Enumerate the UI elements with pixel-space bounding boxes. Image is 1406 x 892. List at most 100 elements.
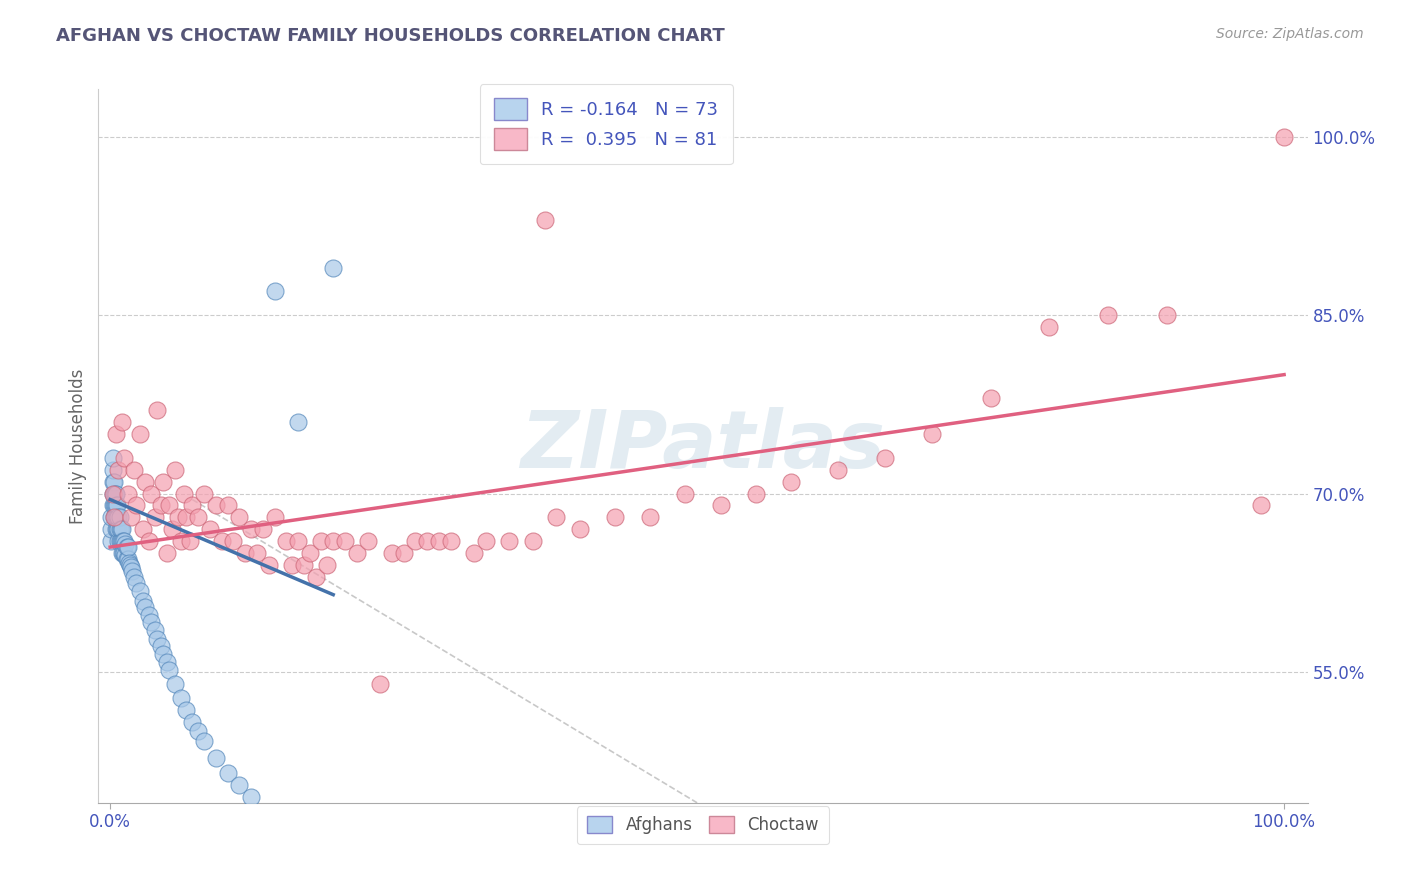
Point: [240, 789, 263, 804]
Point: [281, 558, 304, 572]
Point: [120, 558, 142, 572]
Point: [298, 546, 321, 560]
Point: [152, 475, 174, 489]
Point: [222, 534, 245, 549]
Point: [404, 534, 426, 549]
Point: [120, 510, 142, 524]
Point: [287, 534, 309, 549]
Point: [117, 486, 139, 500]
Text: AFGHAN VS CHOCTAW FAMILY HOUSEHOLDS CORRELATION CHART: AFGHAN VS CHOCTAW FAMILY HOUSEHOLDS CORR…: [56, 27, 725, 45]
Point: [276, 534, 298, 549]
Point: [322, 534, 344, 549]
Point: [1038, 320, 1060, 334]
Point: [187, 510, 209, 524]
Point: [546, 510, 568, 524]
Point: [122, 463, 145, 477]
Point: [873, 450, 896, 465]
Point: [167, 510, 190, 524]
Point: [138, 607, 160, 622]
Point: [114, 536, 136, 550]
Point: [132, 522, 155, 536]
Point: [111, 415, 134, 429]
Point: [105, 510, 128, 524]
Point: [108, 534, 131, 549]
Point: [104, 486, 127, 500]
Point: [108, 510, 131, 524]
Point: [107, 463, 129, 477]
Point: [193, 734, 215, 748]
Point: [603, 510, 626, 524]
Point: [204, 750, 226, 764]
Point: [105, 522, 128, 536]
Point: [162, 522, 184, 536]
Point: [176, 510, 198, 524]
Point: [427, 534, 450, 549]
Point: [710, 499, 733, 513]
Point: [103, 486, 125, 500]
Point: [287, 415, 309, 429]
Point: [246, 546, 269, 560]
Point: [1097, 308, 1119, 322]
Point: [105, 522, 128, 536]
Point: [257, 558, 280, 572]
Point: [193, 486, 215, 500]
Point: [152, 647, 174, 661]
Point: [392, 546, 415, 560]
Point: [368, 677, 391, 691]
Legend: Afghans, Choctaw: Afghans, Choctaw: [576, 806, 830, 845]
Point: [111, 522, 134, 536]
Point: [439, 534, 461, 549]
Point: [475, 534, 498, 549]
Point: [110, 534, 132, 549]
Point: [146, 632, 169, 646]
Point: [333, 534, 356, 549]
Point: [217, 499, 239, 513]
Point: [638, 510, 661, 524]
Point: [117, 552, 139, 566]
Text: ZIPatlas: ZIPatlas: [520, 407, 886, 485]
Point: [121, 564, 143, 578]
Point: [107, 522, 129, 536]
Point: [176, 703, 198, 717]
Point: [107, 510, 129, 524]
Point: [173, 486, 195, 500]
Point: [115, 540, 138, 554]
Point: [204, 499, 226, 513]
Y-axis label: Family Households: Family Households: [69, 368, 87, 524]
Point: [141, 615, 163, 629]
Point: [134, 599, 156, 614]
Point: [141, 486, 163, 500]
Point: [104, 499, 127, 513]
Point: [143, 510, 166, 524]
Point: [198, 522, 221, 536]
Point: [217, 766, 239, 780]
Point: [134, 475, 156, 489]
Point: [101, 486, 124, 500]
Point: [187, 724, 209, 739]
Point: [101, 486, 124, 500]
Point: [143, 624, 166, 638]
Point: [179, 534, 201, 549]
Point: [100, 522, 122, 536]
Point: [181, 499, 204, 513]
Point: [125, 575, 148, 590]
Point: [169, 534, 191, 549]
Point: [181, 714, 204, 729]
Point: [357, 534, 380, 549]
Point: [128, 427, 150, 442]
Point: [311, 534, 333, 549]
Point: [149, 499, 172, 513]
Point: [112, 546, 135, 560]
Point: [115, 552, 138, 566]
Point: [827, 463, 849, 477]
Point: [146, 403, 169, 417]
Point: [745, 486, 768, 500]
Point: [263, 285, 285, 299]
Point: [780, 475, 803, 489]
Point: [101, 450, 124, 465]
Point: [252, 522, 274, 536]
Point: [292, 558, 315, 572]
Point: [122, 570, 145, 584]
Text: Source: ZipAtlas.com: Source: ZipAtlas.com: [1216, 27, 1364, 41]
Point: [101, 475, 124, 489]
